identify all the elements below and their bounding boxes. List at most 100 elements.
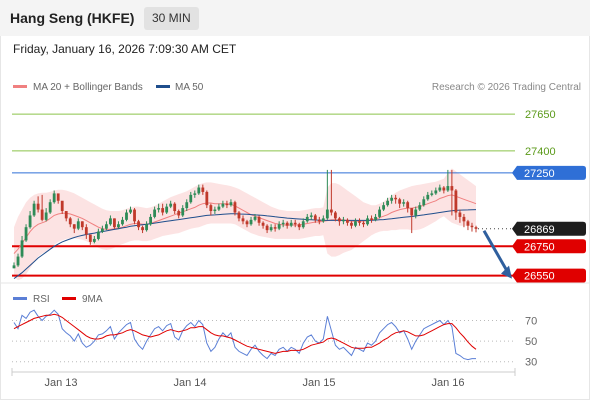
- candle-body: [24, 227, 28, 241]
- candle: [362, 221, 365, 228]
- candle: [450, 169, 454, 216]
- candle: [418, 202, 422, 212]
- candle-body: [149, 216, 153, 225]
- candle: [309, 212, 313, 220]
- level-label-27250: 27250: [512, 165, 586, 180]
- candle-body: [418, 205, 422, 210]
- candle-body: [305, 216, 309, 222]
- rsi-legend-swatch: [13, 297, 27, 300]
- level-label-27650: 27650: [525, 109, 556, 121]
- candle: [422, 196, 426, 207]
- level-label-27400: 27400: [525, 146, 556, 158]
- candle: [96, 228, 100, 241]
- candle: [374, 213, 377, 222]
- candle: [297, 222, 301, 231]
- candle: [378, 206, 381, 219]
- candle-body: [32, 203, 36, 216]
- candle: [382, 202, 386, 212]
- candle-body: [474, 227, 478, 229]
- candle: [16, 253, 20, 267]
- candle-body: [366, 218, 369, 225]
- candle-body: [394, 197, 398, 200]
- ma20-legend-label: MA 20 + Bollinger Bands: [33, 82, 143, 93]
- rsi-tick-label: 70: [525, 315, 537, 327]
- candle-body: [137, 221, 140, 228]
- candle-body: [321, 218, 325, 222]
- candle: [390, 194, 394, 204]
- candle-body: [386, 200, 390, 206]
- candle: [24, 224, 28, 242]
- level-tag-27250: [512, 165, 586, 180]
- price-legend: MA 20 + Bollinger Bands MA 50 Research ©…: [13, 82, 581, 93]
- candle-body: [177, 211, 181, 216]
- candle: [145, 221, 148, 232]
- candle-body: [273, 227, 277, 229]
- candle-body: [402, 202, 406, 204]
- candle: [321, 215, 325, 223]
- candle: [100, 225, 104, 234]
- x-tick-label: Jan 15: [302, 377, 335, 389]
- candle: [398, 197, 402, 209]
- candle: [32, 200, 36, 217]
- candle-body: [350, 222, 353, 226]
- candle-body: [422, 199, 426, 206]
- candle: [410, 208, 414, 234]
- candle-body: [92, 238, 96, 242]
- candle-body: [225, 203, 229, 206]
- forecast-arrow-shaft: [482, 230, 510, 274]
- x-tick-label: Jan 16: [431, 377, 464, 389]
- interval-badge[interactable]: 30 MIN: [144, 7, 199, 30]
- candle-body: [221, 203, 225, 207]
- 9ma-line: [13, 313, 477, 354]
- research-credit: Research © 2026 Trading Central: [432, 82, 581, 93]
- candle: [92, 236, 96, 244]
- candle-body: [358, 221, 361, 223]
- candle-body: [100, 228, 104, 232]
- candle: [52, 190, 56, 204]
- candle-body: [382, 205, 386, 210]
- ma50-line: [13, 209, 477, 280]
- candle: [301, 218, 305, 229]
- candle: [185, 199, 189, 212]
- level-label-26550: 26550: [512, 268, 586, 283]
- candle-body: [430, 193, 434, 195]
- candle: [333, 211, 337, 222]
- rsi-tick-label: 50: [525, 336, 537, 348]
- candle: [414, 206, 418, 219]
- level-label-26750: 26750: [512, 239, 586, 254]
- candle-body: [84, 227, 88, 235]
- candle-body: [233, 202, 237, 213]
- candle: [253, 213, 257, 222]
- candle: [458, 209, 462, 223]
- candle-body: [390, 197, 394, 201]
- candle: [157, 203, 161, 213]
- candle: [56, 193, 60, 204]
- rsi-tick-label: 30: [525, 357, 537, 369]
- candle: [125, 209, 128, 222]
- chart-datetime: Friday, January 16, 2026 7:09:30 AM CET: [13, 42, 237, 56]
- x-tick-label: Jan 13: [44, 377, 77, 389]
- candlesticks: [12, 169, 478, 269]
- candle: [189, 191, 193, 204]
- candle-body: [16, 256, 20, 266]
- candle: [48, 199, 52, 214]
- candle: [129, 206, 132, 214]
- candle: [406, 200, 410, 213]
- candle: [430, 190, 434, 197]
- x-axis: Jan 13 Jan 14 Jan 15 Jan 16: [11, 368, 516, 389]
- candle: [181, 205, 185, 217]
- candle-body: [104, 224, 108, 229]
- candle-body: [185, 202, 189, 209]
- candle: [241, 215, 245, 225]
- candle: [173, 202, 177, 214]
- candle-body: [438, 187, 442, 191]
- candle-body: [253, 216, 257, 220]
- candle-body: [209, 205, 213, 212]
- candle-body: [121, 219, 124, 225]
- candle-body: [329, 209, 333, 213]
- x-tick-label: Jan 14: [173, 377, 206, 389]
- candle: [225, 200, 229, 209]
- candle: [161, 203, 165, 216]
- candle-body: [297, 224, 301, 228]
